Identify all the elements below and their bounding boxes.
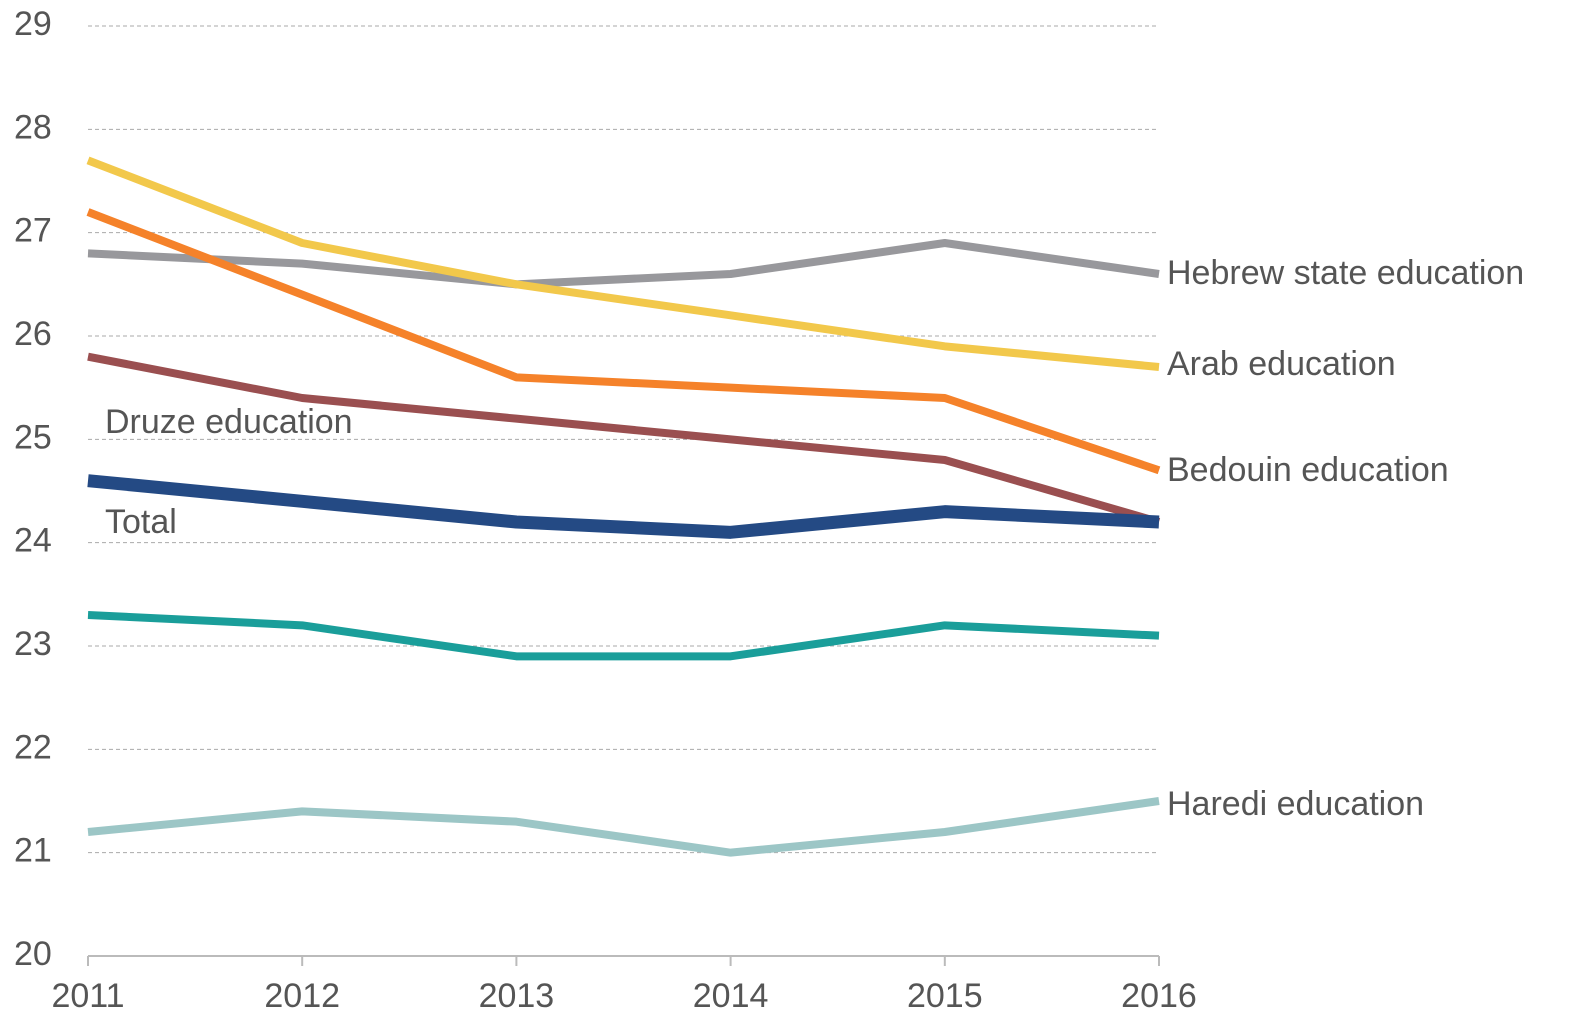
- x-tick-label: 2015: [907, 977, 983, 1015]
- x-tick-label: 2013: [479, 977, 555, 1015]
- y-tick-label: 26: [14, 315, 52, 353]
- series-label: Haredi education: [1167, 785, 1424, 823]
- series-line: [87, 797, 1160, 857]
- series-label: Bedouin education: [1167, 451, 1449, 489]
- series-line: [87, 611, 1160, 661]
- x-tick-label: 2014: [693, 977, 769, 1015]
- y-tick-label: 24: [14, 522, 52, 560]
- series-label: Total: [105, 503, 177, 541]
- y-tick-label: 28: [14, 108, 52, 146]
- series-label: Arab education: [1167, 345, 1396, 383]
- y-tick-label: 23: [14, 625, 52, 663]
- series-label: Hebrew state education: [1167, 254, 1524, 292]
- series-line: [86, 208, 1161, 475]
- x-tick-label: 2012: [264, 977, 340, 1015]
- series-line: [87, 239, 1160, 289]
- y-tick-label: 29: [14, 5, 52, 43]
- y-tick-label: 21: [14, 832, 52, 870]
- y-tick-label: 22: [14, 728, 52, 766]
- series-label: Druze education: [105, 403, 353, 441]
- y-tick-label: 20: [14, 935, 52, 973]
- series-line: [87, 474, 1160, 539]
- series-line: [87, 352, 1161, 526]
- y-tick-label: 25: [14, 418, 52, 456]
- series-line: [86, 156, 1160, 371]
- x-tick-label: 2016: [1121, 977, 1197, 1015]
- y-tick-label: 27: [14, 212, 52, 250]
- x-tick-label: 2011: [51, 977, 124, 1015]
